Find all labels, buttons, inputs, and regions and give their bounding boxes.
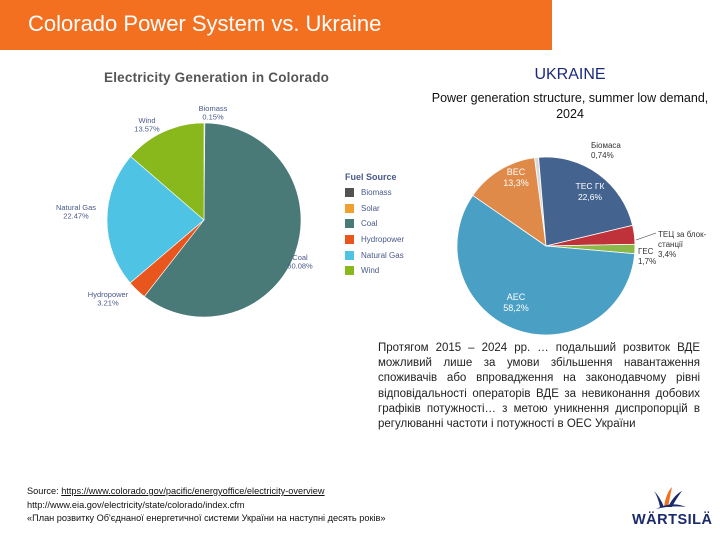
data-label-biomass: Biomass 0.15% <box>199 104 228 122</box>
legend-swatch <box>345 250 354 260</box>
legend-item-natural-gas: Natural Gas <box>345 247 404 263</box>
data-label-biomasa: Біомаса 0,74% <box>591 141 621 160</box>
source-line-2: http://www.eia.gov/electricity/state/col… <box>27 499 245 510</box>
data-label-ves: ВЕС 13,3% <box>503 167 529 188</box>
colorado-slice-coal <box>143 122 302 318</box>
legend-item-hydropower: Hydropower <box>345 232 404 248</box>
legend-swatch <box>345 235 354 245</box>
data-label-hydropower: Hydropower 3.21% <box>88 290 129 308</box>
ukraine-description: Протягом 2015 – 2024 рр. … подальший роз… <box>378 342 700 431</box>
colorado-legend: Fuel Source Biomass Solar Coal Hydropowe… <box>345 172 404 279</box>
legend-item-biomass: Biomass <box>345 185 404 201</box>
legend-label: Wind <box>361 266 380 276</box>
data-label-wind: Wind 13.57% <box>134 116 160 134</box>
ukraine-slice-тес-гк <box>538 156 634 247</box>
legend-title: Fuel Source <box>345 172 397 182</box>
legend-swatch <box>345 219 354 229</box>
ukraine-title: UKRAINE <box>534 66 606 83</box>
source-link-colorado[interactable]: https://www.colorado.gov/pacific/energyo… <box>61 486 325 496</box>
legend-item-wind: Wind <box>345 263 404 279</box>
ukraine-slice-вес <box>472 157 547 247</box>
logo-mark <box>654 487 686 509</box>
data-label-tes-gk: ТЕС ГК 22,6% <box>576 181 605 202</box>
colorado-slice-natural-gas <box>106 156 205 284</box>
slide-title: Colorado Power System vs. Ukraine <box>28 11 382 36</box>
legend-label: Natural Gas <box>361 250 404 260</box>
colorado-slice-wind <box>130 122 205 221</box>
legend-label: Solar <box>361 203 380 213</box>
legend-swatch <box>345 203 354 213</box>
source-label: Source: <box>27 486 62 496</box>
slide-title-bar: Colorado Power System vs. Ukraine <box>0 0 552 50</box>
ukraine-chart-subtitle: Power generation structure, summer low d… <box>431 91 709 121</box>
legend-swatch <box>345 266 354 276</box>
data-label-ges: ГЕС 1,7% <box>638 247 656 266</box>
ukraine-slice-аес <box>456 194 636 336</box>
legend-swatch <box>345 188 354 198</box>
leader-line-tets <box>635 232 657 241</box>
colorado-chart-title: Electricity Generation in Colorado <box>104 70 330 85</box>
data-label-tets: ТЕЦ за блок-станції 3,4% <box>658 230 707 259</box>
wartsila-logo <box>654 487 686 509</box>
source-line-3: «План розвитку Об'єднаної енергетичної с… <box>27 513 386 523</box>
legend-item-coal: Coal <box>345 216 404 232</box>
wartsila-logo-text: WÄRTSILÄ <box>632 512 713 528</box>
data-label-aes: АЕС 58,2% <box>503 292 529 313</box>
legend-label: Biomass <box>361 188 392 198</box>
legend-label: Hydropower <box>361 235 405 245</box>
legend-item-solar: Solar <box>345 201 404 217</box>
data-label-coal: Coal 60.08% <box>287 253 313 271</box>
sources-block: Source: https://www.colorado.gov/pacific… <box>27 485 386 526</box>
source-line-1: Source: https://www.colorado.gov/pacific… <box>27 485 386 499</box>
data-label-natural-gas: Natural Gas 22.47% <box>56 203 96 221</box>
legend-label: Coal <box>361 219 378 229</box>
